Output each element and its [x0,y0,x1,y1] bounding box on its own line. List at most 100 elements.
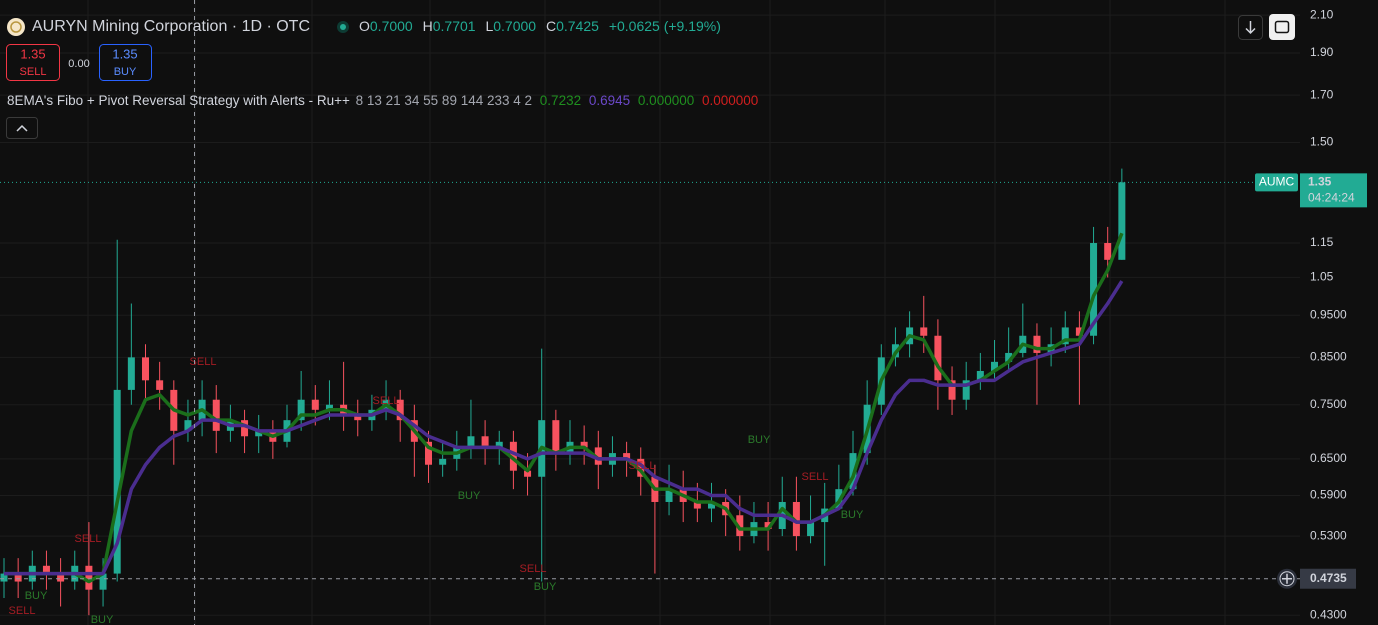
buy-price[interactable]: 1.35 [112,46,137,61]
sell-price[interactable]: 1.35 [20,46,45,61]
symbol-tag-box [1255,173,1298,192]
chart-title: AURYN Mining Corporation · 1D · OTC [32,18,310,35]
signal-label: BUY [25,590,48,602]
signal-label: SELL [190,356,217,368]
collapse-icon[interactable] [16,124,28,132]
signal-label: BUY [841,509,864,521]
y-tick-label: 2.10 [1310,7,1334,21]
candle-body [467,436,475,448]
candle-body [297,399,305,421]
buy-button-box[interactable] [99,44,152,81]
y-tick-label: 1.50 [1310,135,1334,149]
candle-body [976,370,984,381]
signal-label: BUY [458,490,481,502]
candle-body [1075,327,1083,336]
signal-label: SELL [9,605,36,617]
candle-body [693,501,701,509]
last-price-box [1300,173,1367,208]
spread: 0.00 [68,58,89,70]
candle-body [962,380,970,400]
signal-label: BUY [534,581,557,593]
y-tick-label: 0.9500 [1310,307,1347,321]
crosshair-label-box [1300,568,1356,589]
indicator-value: 0.7232 [540,93,581,108]
collapse-button[interactable] [6,117,38,139]
scroll-down-button[interactable] [1238,15,1263,40]
candle-body [57,573,65,582]
symbol-logo [7,18,25,36]
fullscreen-button[interactable] [1269,14,1295,40]
countdown: 04:24:24 [1308,191,1355,205]
candle-body [439,458,447,465]
candle-body [127,357,135,390]
y-tick-label: 1.05 [1310,270,1334,284]
ohlc-value: 0.7000 [370,18,413,34]
candle-body [495,441,503,448]
ohlc-key: C [546,18,556,34]
candle-body [764,522,772,530]
indicator-params: 8 13 21 34 55 89 144 233 4 2 [356,93,532,108]
y-tick-label: 0.6500 [1310,451,1347,465]
candle-body [623,453,631,459]
candle-body [0,573,8,582]
indicator-value: 0.6945 [589,93,630,108]
collapse-button-box[interactable] [6,117,38,139]
ohlc-value: 0.7000 [493,18,536,34]
indicator-value: 0.000000 [638,93,694,108]
candle-body [665,489,673,502]
indicator-value: 0.000000 [702,93,758,108]
ema-line [4,232,1124,584]
y-tick-label: 0.4300 [1310,607,1347,621]
candle-body [156,380,164,390]
candle-body [524,470,532,477]
y-tick-label: 1.70 [1310,87,1334,101]
candle-body [396,399,404,421]
candle-body [637,458,645,477]
ohlc-key: H [423,18,433,34]
change: +0.0625 (+9.19%) [609,18,721,34]
candle-body [1033,335,1041,353]
signal-label: SELL [75,533,102,545]
indicator-name: 8EMA's Fibo + Pivot Reversal Strategy wi… [7,93,350,108]
candle-body [325,404,333,410]
symbol-logo-ring [10,21,22,33]
indicator-legend: 8EMA's Fibo + Pivot Reversal Strategy wi… [7,93,758,108]
buy-label[interactable]: BUY [114,66,137,78]
labels: SELL SELL BUY BUY SELL SELL BUY SELL SELL BUY BUY S… [0,0,1300,625]
grid [0,0,1300,625]
candle-body [509,441,517,471]
add-alert-icon[interactable] [1282,573,1292,584]
y-tick-label: 0.7500 [1310,397,1347,411]
sell-label[interactable]: SELL [20,66,47,78]
ohlc-value: 0.7425 [556,18,599,34]
arrow-icon[interactable] [1245,21,1256,35]
ohlc-key: L [485,18,493,34]
candle-body [1104,243,1112,260]
y-tick-label: 0.5300 [1310,528,1347,542]
fullscreen-icon[interactable] [1274,20,1290,34]
candle-body [255,430,263,437]
add-alert-ring[interactable] [1279,571,1295,587]
candle-body [85,565,93,590]
candle-body [14,573,22,582]
signal-label: SELL [802,471,829,483]
fullscreen-box[interactable] [1269,14,1295,40]
crosshair-label: 0.4735 [1310,571,1347,585]
signal-label: BUY [748,434,771,446]
symbol-tag: AUMC [1259,175,1295,189]
price-axis: 0.4300 0.5300 0.5900 0.6500 0.7500 0.8500 0.95… [1277,0,1378,625]
last-price-label: 1.35 [1308,175,1332,189]
ema-line [4,280,1124,576]
sell-button-box[interactable] [6,44,60,81]
candle-body [1090,243,1098,336]
candle-body [1118,182,1126,260]
candle-body [1061,327,1069,345]
sell-button[interactable]: 1.35 SELL [6,44,60,81]
candle-body [934,335,942,381]
candle-body [42,565,50,574]
candle-body [99,573,107,590]
candle-body [425,441,432,465]
buy-button[interactable]: 1.35 BUY [99,44,152,81]
